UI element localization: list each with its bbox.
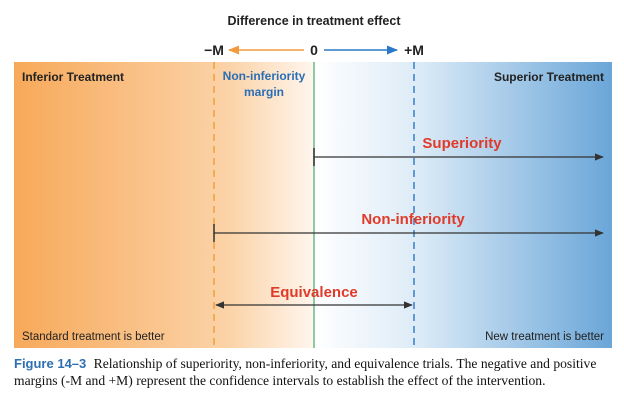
figure-caption: Figure 14–3 Relationship of superiority,… (14, 356, 614, 389)
equivalence-label: Equivalence (270, 284, 358, 301)
margin-label-line1: Non-inferiority (223, 69, 306, 83)
non-inferiority-label: Non-inferiority (361, 211, 465, 228)
superior-treatment-label: Superior Treatment (494, 70, 604, 84)
standard-better-label: Standard treatment is better (22, 331, 165, 343)
plus-margin-label: +M (404, 42, 424, 58)
zero-label: 0 (310, 42, 318, 58)
new-better-label: New treatment is better (485, 331, 604, 343)
margin-label-line2: margin (244, 85, 284, 99)
header-title: Difference in treatment effect (228, 14, 402, 28)
superior-region (314, 62, 612, 348)
inferior-region (14, 62, 314, 348)
minus-margin-label: −M (204, 42, 224, 58)
superiority-label: Superiority (422, 135, 502, 152)
figure-number: Figure 14–3 (14, 356, 87, 371)
caption-text: Relationship of superiority, non-inferio… (14, 356, 597, 388)
inferior-treatment-label: Inferior Treatment (22, 70, 124, 84)
